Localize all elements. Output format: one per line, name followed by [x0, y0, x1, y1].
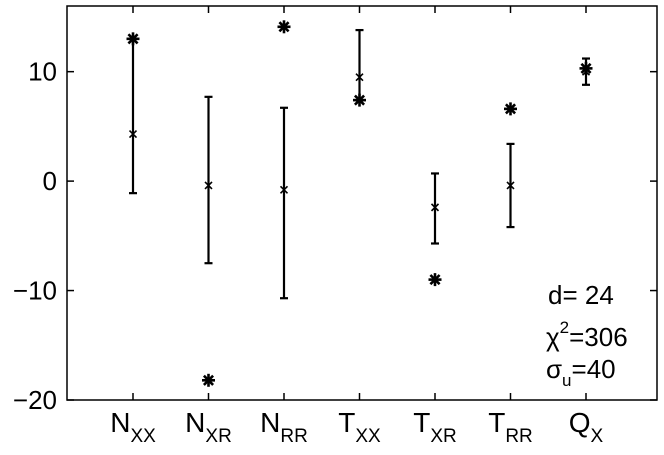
marker-stroke	[128, 129, 138, 139]
x-tick-label: NXR	[185, 407, 232, 447]
error-bar-group	[279, 106, 289, 300]
star-stroke	[202, 374, 215, 386]
star-marker	[202, 373, 215, 387]
d-label: d= 24	[548, 280, 614, 310]
center-marker	[430, 203, 440, 212]
plot-area-frame	[66, 5, 658, 401]
stats-annotation: d= 24 χ2=306 σu=40	[546, 280, 628, 390]
star-stroke	[580, 62, 592, 74]
x-axis: NXX NXR NRR TXX TXR TRR QX	[110, 6, 604, 447]
star-marker	[277, 20, 291, 34]
x-tick-label: NRR	[260, 407, 308, 447]
center-marker	[355, 73, 364, 82]
y-tick-label: −20	[13, 385, 57, 415]
y-tick-label: −10	[13, 276, 57, 306]
chi-value: =306	[569, 322, 628, 352]
center-marker	[279, 185, 289, 194]
error-bar-group	[128, 37, 138, 195]
sigma-symbol: σ	[546, 354, 562, 384]
sigma-value: =40	[572, 354, 616, 384]
x-tick-label: TXR	[413, 407, 457, 447]
x-tick-label: TXX	[338, 407, 381, 447]
data-marks	[126, 20, 593, 387]
star-stroke	[278, 21, 290, 33]
star-stroke	[353, 94, 366, 106]
x-tick-label: TRR	[488, 407, 533, 447]
error-bar-group	[506, 142, 515, 229]
center-marker	[506, 181, 515, 190]
x-tick-label: QX	[569, 407, 604, 447]
center-marker	[128, 129, 138, 139]
chi-symbol: χ	[546, 322, 560, 352]
sigma-subscript: u	[562, 371, 571, 390]
star-marker	[504, 102, 517, 116]
star-stroke	[504, 103, 517, 115]
y-tick-label: 10	[28, 57, 57, 87]
center-marker	[204, 181, 213, 190]
marker-stroke	[355, 73, 364, 82]
star-stroke	[429, 274, 441, 286]
sigma-label: σu=40	[546, 354, 616, 390]
marker-stroke	[204, 181, 213, 190]
y-tick-label: 0	[43, 166, 57, 196]
star-marker	[428, 273, 442, 287]
marker-stroke	[430, 203, 440, 212]
star-marker	[353, 93, 366, 107]
error-bar-group	[204, 95, 213, 265]
error-bar-group	[430, 172, 440, 245]
x-tick-label: NXX	[110, 407, 156, 447]
chi-square-label: χ2=306	[546, 318, 628, 352]
marker-stroke	[279, 185, 289, 194]
y-axis: −20 −10 0 10	[13, 57, 657, 415]
star-stroke	[127, 33, 139, 45]
star-marker	[126, 32, 140, 46]
star-marker	[579, 61, 593, 75]
error-bar-group	[355, 28, 364, 102]
marker-stroke	[506, 181, 515, 190]
chi-superscript: 2	[560, 318, 569, 337]
